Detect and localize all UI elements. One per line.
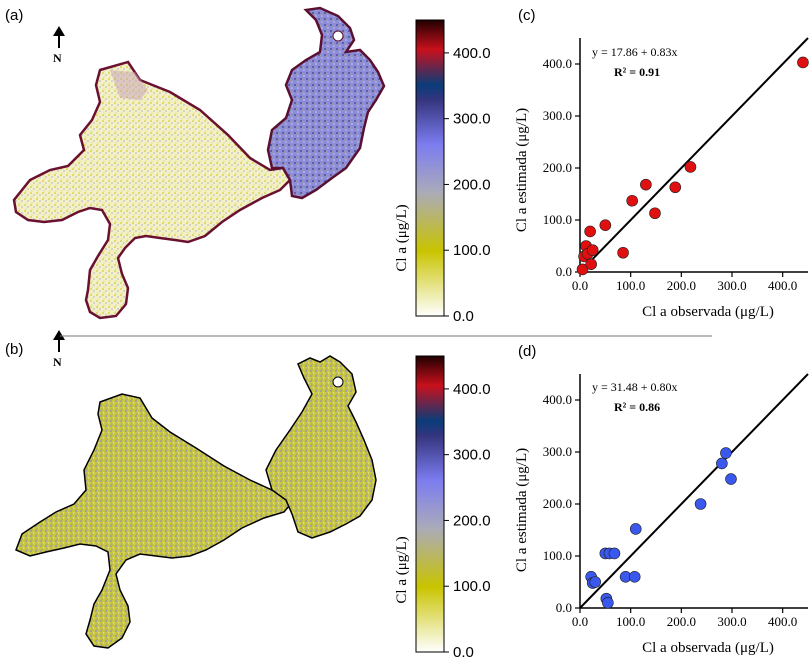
y-tick-label-d: 200.0 [543, 496, 572, 511]
north-label-b: N [53, 355, 62, 369]
x-tick-label-c: 200.0 [667, 278, 696, 293]
colorbar-b: 400.0 300.0 200.0 100.0 0.0 Cl a (μg/L) [394, 355, 491, 658]
data-point-d [725, 473, 737, 485]
colorbar-gradient-a [415, 19, 445, 317]
colorbar-tick-label: 400.0 [453, 45, 491, 62]
data-point-d [602, 596, 614, 609]
data-point-c [617, 246, 629, 259]
colorbar-a: 400.0 300.0 200.0 100.0 0.0 Cl a (μg/L) [394, 19, 491, 325]
regression-equation-d: y = 31.48 + 0.80x [592, 380, 678, 394]
x-tick-label-d: 0.0 [572, 614, 588, 629]
x-tick-label-d: 400.0 [768, 614, 797, 629]
data-point-c [649, 207, 661, 220]
x-tick-label-d: 200.0 [667, 614, 696, 629]
y-tick-label-c: 200.0 [543, 160, 572, 175]
colorbar-tick-label: 100.0 [453, 242, 491, 259]
x-tick-label-d: 300.0 [717, 614, 746, 629]
data-point-c [584, 225, 596, 238]
colorbar-label-a: Cl a (μg/L) [394, 204, 410, 271]
north-arrow-a: N [53, 26, 65, 65]
reservoir-east-arm-a [266, 6, 386, 200]
y-tick-label-d: 400.0 [543, 392, 572, 407]
data-point-d [720, 447, 732, 459]
x-tick-label-c: 300.0 [717, 278, 746, 293]
reservoir-east-arm-b [265, 355, 377, 539]
y-tick-label-c: 0.0 [556, 264, 572, 279]
panel-label-a: (a) [5, 7, 23, 24]
x-axis-label-c: Cl a observada (μg/L) [642, 304, 774, 320]
y-tick-label-d: 100.0 [543, 548, 572, 563]
data-point-c [626, 194, 638, 207]
data-point-d [694, 498, 707, 510]
data-point-c [585, 258, 597, 271]
reference-line-c [579, 37, 809, 273]
colorbar-label-b: Cl a (μg/L) [394, 536, 410, 603]
data-point-c [599, 219, 612, 231]
colorbar-tick-label: 300.0 [453, 447, 491, 464]
y-axis-label-c: Cl a estimada (μg/L) [514, 108, 530, 232]
x-tick-label-c: 400.0 [768, 278, 797, 293]
reservoir-west-body-b [15, 393, 295, 649]
data-point-c [640, 178, 652, 191]
y-tick-label-c: 400.0 [543, 56, 572, 71]
colorbar-tick-label: 300.0 [453, 111, 491, 128]
data-point-d [629, 523, 642, 535]
data-point-d [589, 576, 602, 588]
y-axis-label-d: Cl a estimada (μg/L) [514, 448, 530, 572]
panel-label-d: (d) [518, 343, 536, 360]
data-point-d [716, 457, 728, 470]
x-tick-label-d: 100.0 [616, 614, 645, 629]
y-tick-label-c: 300.0 [543, 108, 572, 123]
panel-label-c: (c) [518, 7, 536, 24]
scatter-plot-d: y = 31.48 + 0.80x R² = 0.86 Cl a observa… [514, 373, 809, 656]
r-squared-c: R² = 0.91 [614, 65, 660, 79]
y-tick-label-c: 100.0 [543, 212, 572, 227]
data-point-c [576, 263, 589, 276]
data-point-c [586, 244, 599, 256]
data-point-c [684, 161, 697, 173]
panel-label-b: (b) [5, 341, 23, 358]
r-squared-d: R² = 0.86 [614, 400, 660, 414]
colorbar-tick-label: 200.0 [453, 512, 491, 529]
data-point-c [669, 181, 682, 194]
x-axis-label-d: Cl a observada (μg/L) [642, 640, 774, 656]
north-label-a: N [53, 51, 62, 65]
y-tick-label-d: 300.0 [543, 444, 572, 459]
colorbar-tick-label: 0.0 [453, 308, 474, 325]
data-point-c [797, 56, 809, 69]
colorbar-tick-label: 0.0 [453, 644, 474, 658]
reservoir-map-b [15, 355, 377, 649]
data-point-d [608, 547, 621, 560]
reservoir-map-a [12, 6, 386, 320]
colorbar-tick-label: 100.0 [453, 578, 491, 595]
colorbar-gradient-b [415, 355, 445, 653]
x-tick-label-c: 100.0 [616, 278, 645, 293]
regression-equation-c: y = 17.86 + 0.83x [592, 45, 678, 59]
x-tick-label-c: 0.0 [572, 278, 588, 293]
scatter-plot-c: y = 17.86 + 0.83x R² = 0.91 Cl a observa… [514, 37, 809, 320]
reference-line-d [579, 373, 809, 609]
colorbar-tick-label: 200.0 [453, 176, 491, 193]
reservoir-west-body-a [12, 60, 292, 320]
north-arrow-b: N [53, 330, 65, 369]
colorbar-tick-label: 400.0 [453, 381, 491, 398]
data-point-d [628, 570, 641, 583]
y-tick-label-d: 0.0 [556, 600, 572, 615]
